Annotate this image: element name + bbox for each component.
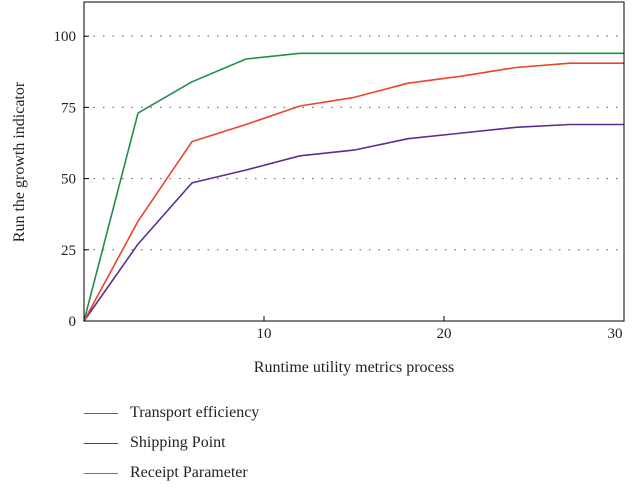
line-chart: 0 25 50 75 100 10 20 30 Runtime utility metrics… <box>11 1 625 376</box>
y-tick-label: 75 <box>61 100 76 116</box>
x-axis-title: Runtime utility metrics process <box>254 359 454 376</box>
y-tick-label: 100 <box>54 29 77 45</box>
legend-label: Shipping Point <box>130 434 226 451</box>
y-tick-label: 0 <box>69 314 77 330</box>
legend-swatch <box>84 442 118 444</box>
legend-swatch <box>84 472 118 474</box>
grid-lines <box>84 35 624 251</box>
series-line-transport-efficiency <box>83 52 624 322</box>
x-tick-label: 30 <box>608 326 623 342</box>
legend-item: Shipping Point <box>84 428 259 458</box>
legend-label: Transport efficiency <box>130 404 260 421</box>
legend-item: Receipt Parameter <box>84 458 259 488</box>
legend-label: Receipt Parameter <box>130 464 248 481</box>
x-tick-label: 20 <box>437 326 452 342</box>
legend: Transport efficiency Shipping Point Receip… <box>84 398 259 488</box>
series-line-receipt-parameter <box>83 62 624 322</box>
axis-ticks: 0 25 50 75 100 10 20 30 <box>54 29 625 342</box>
legend-item: Transport efficiency <box>84 398 259 428</box>
y-axis-title: Run the growth indicator <box>11 81 28 242</box>
y-tick-label: 25 <box>61 243 76 259</box>
x-tick-label: 10 <box>257 326 272 342</box>
y-tick-label: 50 <box>61 172 76 188</box>
legend-swatch <box>84 412 118 414</box>
plot-frame <box>83 1 625 322</box>
series-lines <box>83 52 624 322</box>
series-line-shipping-point <box>83 123 624 322</box>
